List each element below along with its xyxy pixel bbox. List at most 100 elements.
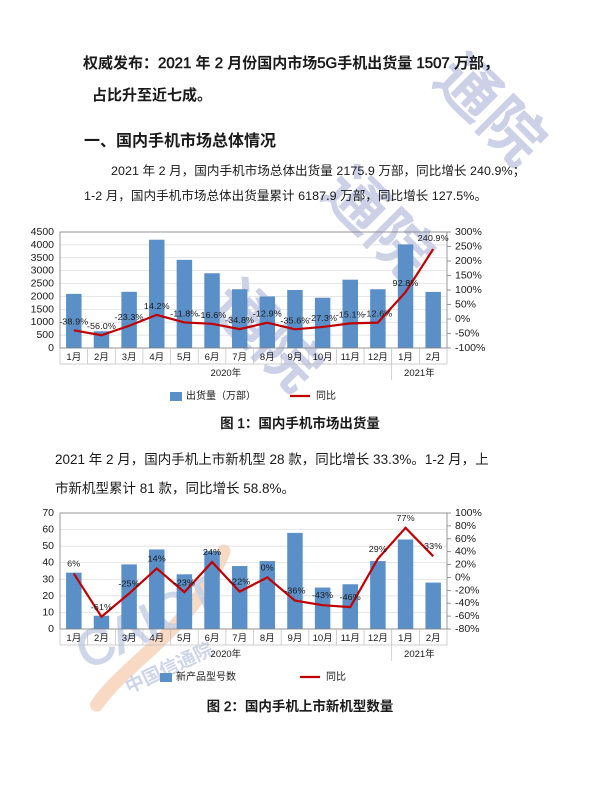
svg-text:300%: 300%	[455, 228, 483, 238]
svg-text:-16.6%: -16.6%	[197, 310, 226, 320]
svg-text:60: 60	[42, 524, 54, 536]
svg-text:3月: 3月	[122, 352, 137, 363]
svg-text:-15.1%: -15.1%	[336, 309, 365, 319]
svg-text:80%: 80%	[455, 520, 477, 532]
svg-text:14%: 14%	[148, 553, 166, 563]
svg-text:-25%: -25%	[118, 579, 139, 589]
svg-text:11月: 11月	[341, 633, 360, 644]
svg-text:6月: 6月	[205, 352, 220, 363]
svg-text:同比: 同比	[326, 671, 346, 683]
svg-text:-12.9%: -12.9%	[253, 309, 282, 319]
svg-text:2月: 2月	[426, 633, 441, 644]
svg-text:12月: 12月	[368, 633, 388, 644]
svg-text:1月: 1月	[66, 352, 81, 363]
svg-text:70: 70	[42, 509, 54, 519]
svg-text:-38.9%: -38.9%	[59, 316, 88, 326]
svg-text:3500: 3500	[31, 252, 55, 264]
svg-text:20%: 20%	[455, 559, 477, 571]
svg-text:1月: 1月	[398, 633, 413, 644]
svg-text:-23%: -23%	[174, 577, 195, 587]
svg-text:10: 10	[42, 606, 54, 618]
svg-text:0%: 0%	[261, 562, 274, 572]
svg-text:1500: 1500	[31, 303, 55, 315]
svg-text:9月: 9月	[288, 352, 303, 363]
svg-text:20: 20	[42, 590, 54, 602]
svg-text:30: 30	[42, 573, 54, 585]
svg-text:50: 50	[42, 540, 54, 552]
svg-text:40%: 40%	[455, 546, 477, 558]
svg-text:-40%: -40%	[455, 597, 480, 609]
svg-text:-20%: -20%	[455, 584, 480, 596]
svg-text:-34.8%: -34.8%	[225, 315, 254, 325]
svg-text:1月: 1月	[66, 633, 81, 644]
svg-text:4月: 4月	[149, 633, 164, 644]
svg-text:新产品型号数: 新产品型号数	[176, 670, 236, 683]
svg-text:出货量（万部）: 出货量（万部）	[186, 389, 256, 402]
svg-text:0: 0	[48, 623, 54, 635]
svg-text:-27.3%: -27.3%	[308, 313, 337, 323]
svg-text:60%: 60%	[455, 533, 477, 545]
svg-text:-11.8%: -11.8%	[170, 308, 198, 318]
svg-text:10月: 10月	[313, 352, 333, 363]
svg-text:2020年: 2020年	[211, 648, 242, 660]
svg-text:-56.0%: -56.0%	[87, 321, 116, 331]
svg-text:3000: 3000	[31, 265, 55, 277]
svg-text:200%: 200%	[455, 255, 483, 267]
svg-text:500: 500	[36, 329, 54, 341]
svg-text:-43%: -43%	[312, 590, 333, 600]
svg-text:8月: 8月	[260, 352, 275, 363]
svg-text:5月: 5月	[177, 352, 192, 363]
svg-text:92.8%: 92.8%	[393, 278, 419, 288]
svg-text:33%: 33%	[424, 541, 442, 551]
svg-text:2月: 2月	[426, 352, 441, 363]
svg-text:12月: 12月	[368, 352, 388, 363]
svg-text:7月: 7月	[232, 633, 247, 644]
svg-text:100%: 100%	[455, 284, 483, 296]
svg-text:6月: 6月	[205, 633, 220, 644]
svg-text:-80%: -80%	[455, 623, 480, 635]
svg-text:77%: 77%	[396, 513, 414, 523]
svg-text:2021年: 2021年	[404, 367, 435, 379]
svg-text:150%: 150%	[455, 270, 483, 282]
svg-text:40: 40	[42, 557, 54, 569]
svg-text:100%: 100%	[455, 509, 483, 519]
svg-text:-60%: -60%	[455, 610, 480, 622]
svg-text:240.9%: 240.9%	[418, 233, 449, 243]
svg-text:2000: 2000	[31, 290, 55, 302]
svg-text:-61%: -61%	[91, 602, 112, 612]
svg-text:4000: 4000	[31, 239, 55, 251]
svg-text:2500: 2500	[31, 278, 55, 290]
svg-text:3月: 3月	[122, 633, 137, 644]
svg-text:5月: 5月	[177, 633, 192, 644]
svg-text:29%: 29%	[369, 544, 387, 554]
svg-text:-50%: -50%	[455, 328, 480, 340]
svg-text:24%: 24%	[203, 547, 221, 557]
svg-text:50%: 50%	[455, 299, 477, 311]
svg-text:-36%: -36%	[284, 586, 305, 596]
svg-text:1月: 1月	[398, 352, 413, 363]
svg-text:7月: 7月	[232, 352, 247, 363]
svg-text:-46%: -46%	[340, 592, 361, 602]
svg-text:1000: 1000	[31, 316, 55, 328]
svg-text:2020年: 2020年	[211, 367, 242, 379]
svg-text:2021年: 2021年	[404, 648, 435, 660]
svg-text:2月: 2月	[94, 633, 109, 644]
svg-text:2月: 2月	[94, 352, 109, 363]
svg-text:6%: 6%	[67, 559, 80, 569]
svg-text:4500: 4500	[31, 228, 55, 238]
svg-text:14.2%: 14.2%	[144, 301, 170, 311]
svg-text:-12.6%: -12.6%	[363, 309, 392, 319]
svg-text:4月: 4月	[149, 352, 164, 363]
svg-text:0%: 0%	[455, 313, 471, 325]
svg-text:-35.6%: -35.6%	[280, 315, 309, 325]
svg-text:0: 0	[48, 342, 54, 354]
svg-text:0%: 0%	[455, 571, 471, 583]
svg-text:-22%: -22%	[229, 577, 250, 587]
svg-text:-23.3%: -23.3%	[115, 312, 144, 322]
svg-text:同比: 同比	[316, 390, 336, 402]
svg-text:11月: 11月	[341, 352, 360, 363]
svg-text:9月: 9月	[288, 633, 303, 644]
svg-text:250%: 250%	[455, 241, 483, 253]
svg-text:8月: 8月	[260, 633, 275, 644]
svg-text:10月: 10月	[313, 633, 333, 644]
